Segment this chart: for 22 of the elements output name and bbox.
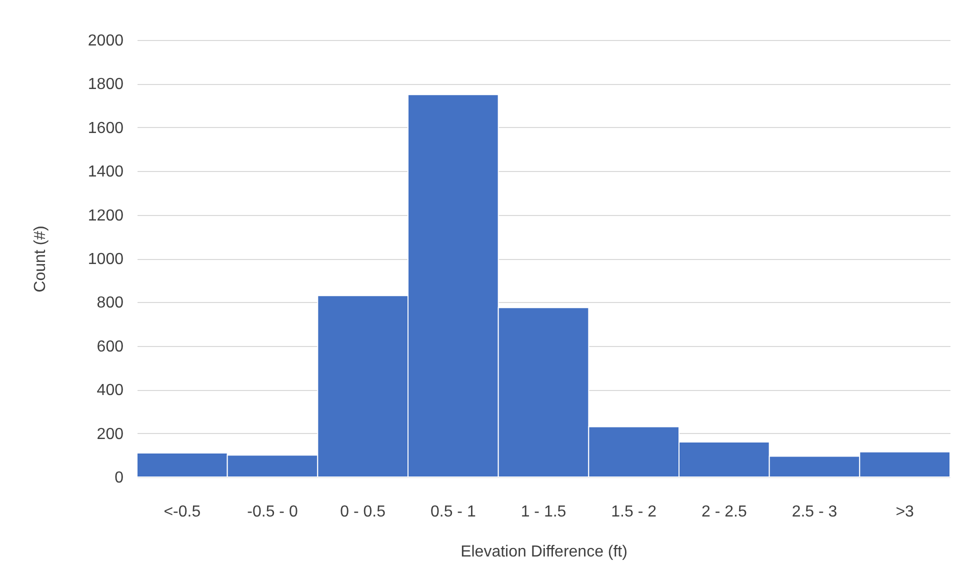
y-tick-label: 1800 — [88, 76, 124, 94]
y-tick-label: 1000 — [88, 251, 124, 268]
y-tick-label: 200 — [96, 426, 124, 443]
y-tick-label: 0 — [114, 470, 124, 486]
y-tick-label: 1200 — [88, 207, 124, 224]
x-tick-label: -0.5 - 0 — [247, 504, 298, 520]
y-tick-label: 600 — [96, 338, 124, 356]
y-axis-title: Count (#) — [32, 226, 49, 292]
x-tick-label: 0 - 0.5 — [340, 504, 386, 520]
x-tick-label: 2 - 2.5 — [701, 504, 747, 520]
x-axis-title: Elevation Difference (ft) — [460, 544, 628, 560]
y-tick-label: 800 — [96, 294, 124, 312]
y-tick-label: 2000 — [88, 32, 124, 50]
x-tick-label: 1 - 1.5 — [520, 504, 566, 520]
y-tick-label: 1400 — [88, 164, 124, 181]
x-tick-label: 2.5 - 3 — [792, 504, 838, 520]
x-tick-label: 1.5 - 2 — [611, 504, 657, 520]
x-tick-label: 0.5 - 1 — [430, 504, 476, 520]
y-tick-label: 1600 — [88, 120, 124, 137]
x-tick-label: <-0.5 — [164, 504, 201, 520]
x-tick-label: >3 — [896, 504, 914, 520]
y-tick-label: 400 — [96, 382, 124, 400]
